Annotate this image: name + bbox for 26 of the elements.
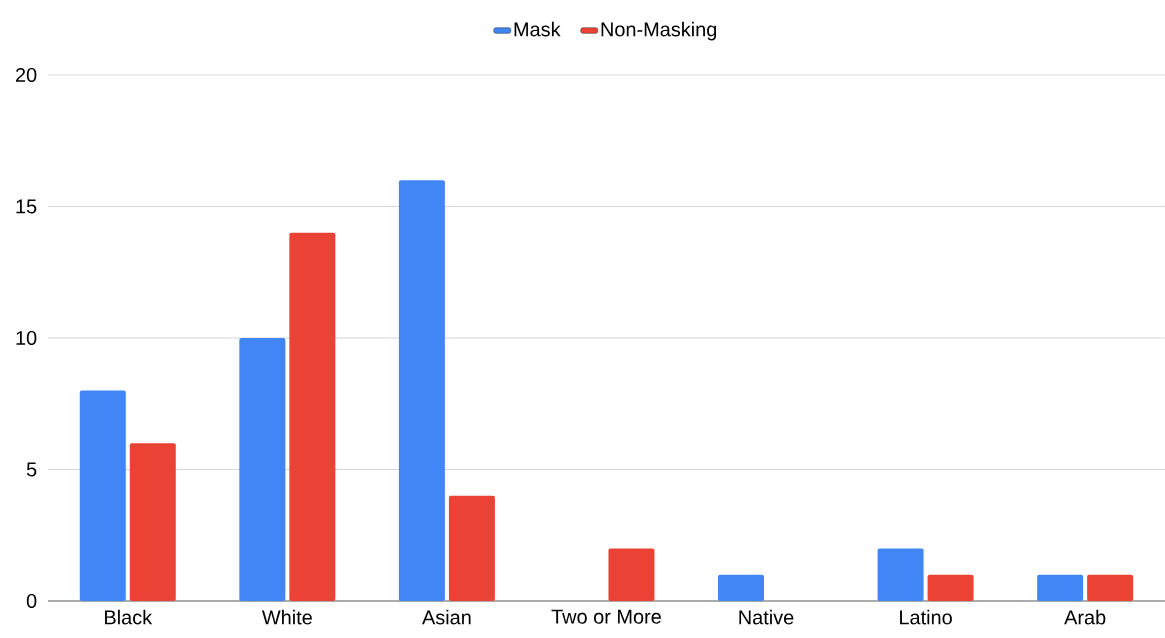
- bar: [448, 495, 495, 601]
- bar: [79, 390, 126, 601]
- bar: [239, 338, 286, 601]
- y-tick-label: 5: [26, 462, 37, 477]
- x-tick-label: Arab: [1064, 609, 1106, 625]
- bar: [608, 548, 655, 601]
- x-tick-label: Asian: [422, 609, 471, 625]
- bar: [398, 180, 445, 601]
- y-tick-label: 0: [26, 593, 37, 609]
- bar: [289, 232, 336, 601]
- x-tick-label: Latino: [900, 609, 952, 625]
- bar: [927, 574, 974, 601]
- bar: [877, 548, 924, 601]
- bar: [718, 574, 765, 601]
- x-tick-label: Black: [105, 609, 153, 625]
- x-tick-label: Native: [739, 609, 794, 625]
- x-tick-label: White: [261, 609, 312, 625]
- y-tick-label: 15: [16, 199, 37, 214]
- y-tick-label: 10: [16, 330, 37, 346]
- bar: [129, 443, 176, 601]
- bar: [1037, 574, 1084, 601]
- legend-label: Non-Masking: [601, 21, 717, 41]
- legend-label: Mask: [514, 21, 561, 37]
- y-tick-label: 20: [16, 67, 37, 83]
- x-tick-label: Two or More: [551, 609, 661, 624]
- bar: [1087, 574, 1134, 601]
